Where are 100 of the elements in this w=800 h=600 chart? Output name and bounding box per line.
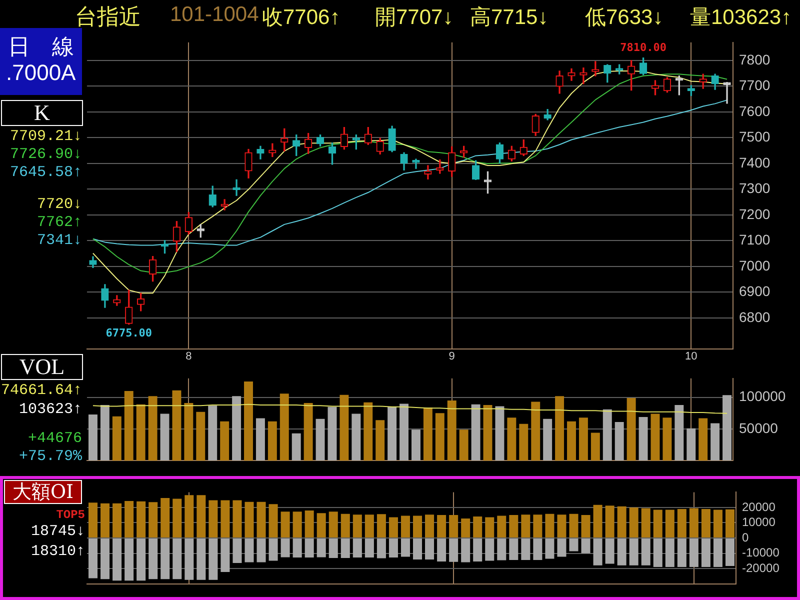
y-tick-label: 6900	[739, 283, 770, 300]
bar	[425, 514, 434, 538]
bar	[400, 538, 410, 557]
bar	[376, 514, 386, 538]
bar	[196, 412, 206, 461]
text: K	[1, 100, 83, 126]
y-tick-label: 7500	[739, 128, 770, 145]
bar	[268, 421, 277, 461]
bar	[614, 422, 624, 461]
bar	[641, 538, 650, 566]
bar	[208, 538, 218, 580]
text: 103623↑	[18, 401, 82, 418]
y-tick-label: 7200	[739, 206, 770, 222]
bar	[569, 514, 578, 538]
y-tick-label: 7100	[739, 232, 770, 248]
bar	[593, 538, 602, 566]
bar	[626, 398, 636, 461]
bar	[665, 538, 674, 568]
bar	[590, 432, 600, 461]
bar	[364, 538, 374, 558]
bar	[485, 538, 494, 561]
y-tick-label: 0	[742, 530, 749, 544]
bar	[725, 538, 734, 566]
bar	[413, 538, 422, 560]
y-tick-label: 50000	[739, 420, 778, 436]
bar	[88, 502, 98, 538]
bar	[605, 538, 614, 564]
bar	[650, 414, 660, 461]
bar	[364, 402, 373, 461]
bar	[423, 407, 432, 461]
bar	[447, 400, 456, 461]
bar	[593, 504, 602, 538]
text: 7720↓	[36, 196, 82, 213]
bar	[112, 503, 122, 538]
bar	[244, 502, 254, 538]
bar	[471, 404, 480, 461]
bar	[665, 510, 674, 538]
bar	[569, 538, 578, 552]
text: 18310↑	[30, 543, 85, 560]
bar	[459, 430, 468, 461]
text: 開7707↓	[375, 5, 454, 31]
bar	[244, 538, 254, 562]
bar	[521, 514, 530, 538]
candlestick	[424, 165, 432, 180]
bar	[617, 506, 626, 538]
bar	[701, 538, 710, 568]
chart-title: 台指近	[75, 4, 141, 32]
bar	[557, 538, 566, 557]
bar	[641, 508, 650, 538]
bar	[232, 396, 242, 461]
bar	[400, 516, 410, 538]
bar	[184, 538, 194, 580]
bar	[662, 418, 672, 461]
annotation: 7810.00	[620, 41, 666, 54]
bar	[292, 538, 302, 558]
x-tick-label: 9	[448, 350, 455, 362]
bar	[160, 498, 170, 538]
bar	[352, 514, 362, 538]
bar	[388, 406, 397, 461]
chart-title: VOL	[1, 354, 83, 380]
bar	[629, 507, 638, 538]
bar	[268, 538, 278, 561]
bar	[388, 517, 398, 538]
bar	[425, 538, 434, 560]
bar	[136, 538, 146, 581]
bar	[256, 538, 266, 562]
annotation: 6775.00	[106, 326, 152, 340]
y-tick-label: -20000	[742, 560, 780, 575]
bar	[208, 500, 218, 538]
bar	[629, 538, 638, 566]
bar	[196, 538, 206, 580]
bar	[653, 538, 662, 568]
bar	[160, 538, 170, 580]
bar	[304, 510, 314, 538]
bar	[725, 509, 734, 538]
bar	[495, 406, 504, 461]
bar	[533, 514, 542, 538]
bar	[88, 538, 98, 578]
bar	[689, 538, 698, 568]
y-tick-label: -10000	[742, 546, 780, 560]
text: 低7633↓	[585, 5, 664, 31]
bar	[232, 538, 242, 564]
bar	[88, 414, 98, 461]
bar	[686, 428, 696, 461]
bar	[304, 403, 313, 461]
bar	[352, 414, 361, 461]
bar	[316, 513, 326, 538]
y-tick-label: 6800	[739, 308, 770, 325]
bar	[136, 501, 146, 538]
text: 收7706↑	[262, 5, 340, 31]
bar	[521, 538, 530, 560]
text: 日 線	[8, 34, 74, 62]
bar	[497, 538, 506, 560]
bar	[220, 421, 230, 461]
chart-subtitle: 101-1004	[170, 3, 259, 27]
bar	[100, 503, 110, 538]
bar	[722, 395, 732, 461]
bar	[100, 538, 110, 580]
bar	[244, 382, 253, 461]
bar	[208, 406, 218, 461]
